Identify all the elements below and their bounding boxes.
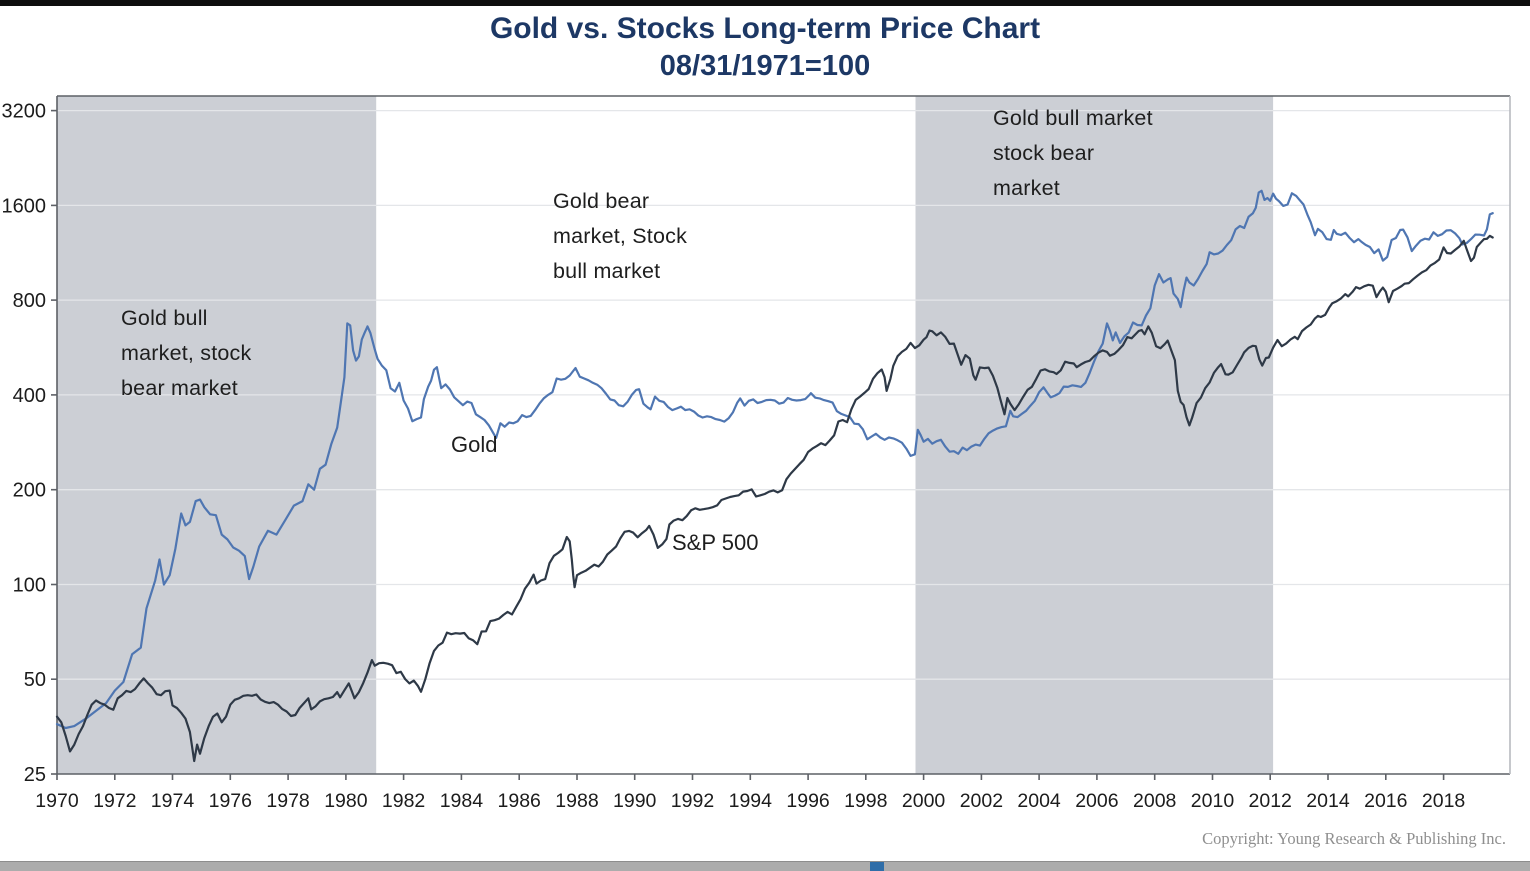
x-tick-label-1978: 1978 <box>266 790 309 812</box>
sp500-line <box>55 234 1494 763</box>
annotation-gold-bull-1970s: Gold bull market, stock bear market <box>121 306 252 400</box>
x-tick-label-1992: 1992 <box>671 790 714 812</box>
x-tick-label-1996: 1996 <box>786 790 829 812</box>
x-tick-label-2002: 2002 <box>960 790 1003 812</box>
x-tick-label-1998: 1998 <box>844 790 887 812</box>
y-tick-label-400: 400 <box>13 385 46 407</box>
sp500-series-label: S&P 500 <box>672 530 759 555</box>
y-tick-label-50: 50 <box>24 669 46 691</box>
page-title: Gold vs. Stocks Long-term Price Chart <box>489 12 1041 45</box>
x-tick-label-2014: 2014 <box>1306 790 1350 812</box>
screenshot-top-border <box>0 0 1530 6</box>
x-tick-label-2008: 2008 <box>1133 790 1176 812</box>
x-tick-label-2004: 2004 <box>1017 790 1061 812</box>
x-tick-label-2018: 2018 <box>1422 790 1465 812</box>
y-tick-label-800: 800 <box>13 290 46 312</box>
gold-series-label: Gold <box>451 432 498 457</box>
annotation-gold-bear-middle: Gold bear market, Stock bull market <box>553 189 688 283</box>
x-tick-label-1972: 1972 <box>93 790 136 812</box>
shaded-band-1 <box>915 96 1274 774</box>
x-tick-label-2010: 2010 <box>1191 790 1235 812</box>
x-tick-label-2006: 2006 <box>1075 790 1118 812</box>
copyright-text: Copyright: Young Research & Publishing I… <box>1202 829 1506 848</box>
x-tick-label-2000: 2000 <box>902 790 946 812</box>
x-tick-label-1988: 1988 <box>555 790 598 812</box>
chart-title-block: Gold vs. Stocks Long-term Price Chart 08… <box>0 10 1530 84</box>
x-tick-label-1986: 1986 <box>498 790 541 812</box>
y-tick-label-25: 25 <box>24 764 46 786</box>
x-tick-label-1994: 1994 <box>729 790 773 812</box>
x-tick-label-1970: 1970 <box>35 790 79 812</box>
x-tick-label-1976: 1976 <box>209 790 252 812</box>
x-tick-label-1982: 1982 <box>382 790 425 812</box>
screenshot-bottom-bar <box>0 861 1530 871</box>
bottom-bar-blue-segment <box>870 862 884 871</box>
shaded-band-0 <box>57 96 377 774</box>
x-tick-label-1974: 1974 <box>151 790 195 812</box>
y-tick-label-200: 200 <box>13 480 46 502</box>
x-tick-label-1984: 1984 <box>440 790 484 812</box>
y-tick-label-1600: 1600 <box>2 195 47 217</box>
y-tick-label-100: 100 <box>13 575 46 597</box>
x-tick-label-1980: 1980 <box>324 790 368 812</box>
annotation-gold-bull-2000s: Gold bull market stock bear market <box>993 106 1153 200</box>
x-tick-label-2012: 2012 <box>1249 790 1292 812</box>
x-tick-label-1990: 1990 <box>613 790 657 812</box>
y-tick-label-3200: 3200 <box>2 101 47 123</box>
gold-line <box>55 189 1494 730</box>
page-subtitle: 08/31/1971=100 <box>659 50 871 82</box>
x-tick-label-2016: 2016 <box>1364 790 1407 812</box>
